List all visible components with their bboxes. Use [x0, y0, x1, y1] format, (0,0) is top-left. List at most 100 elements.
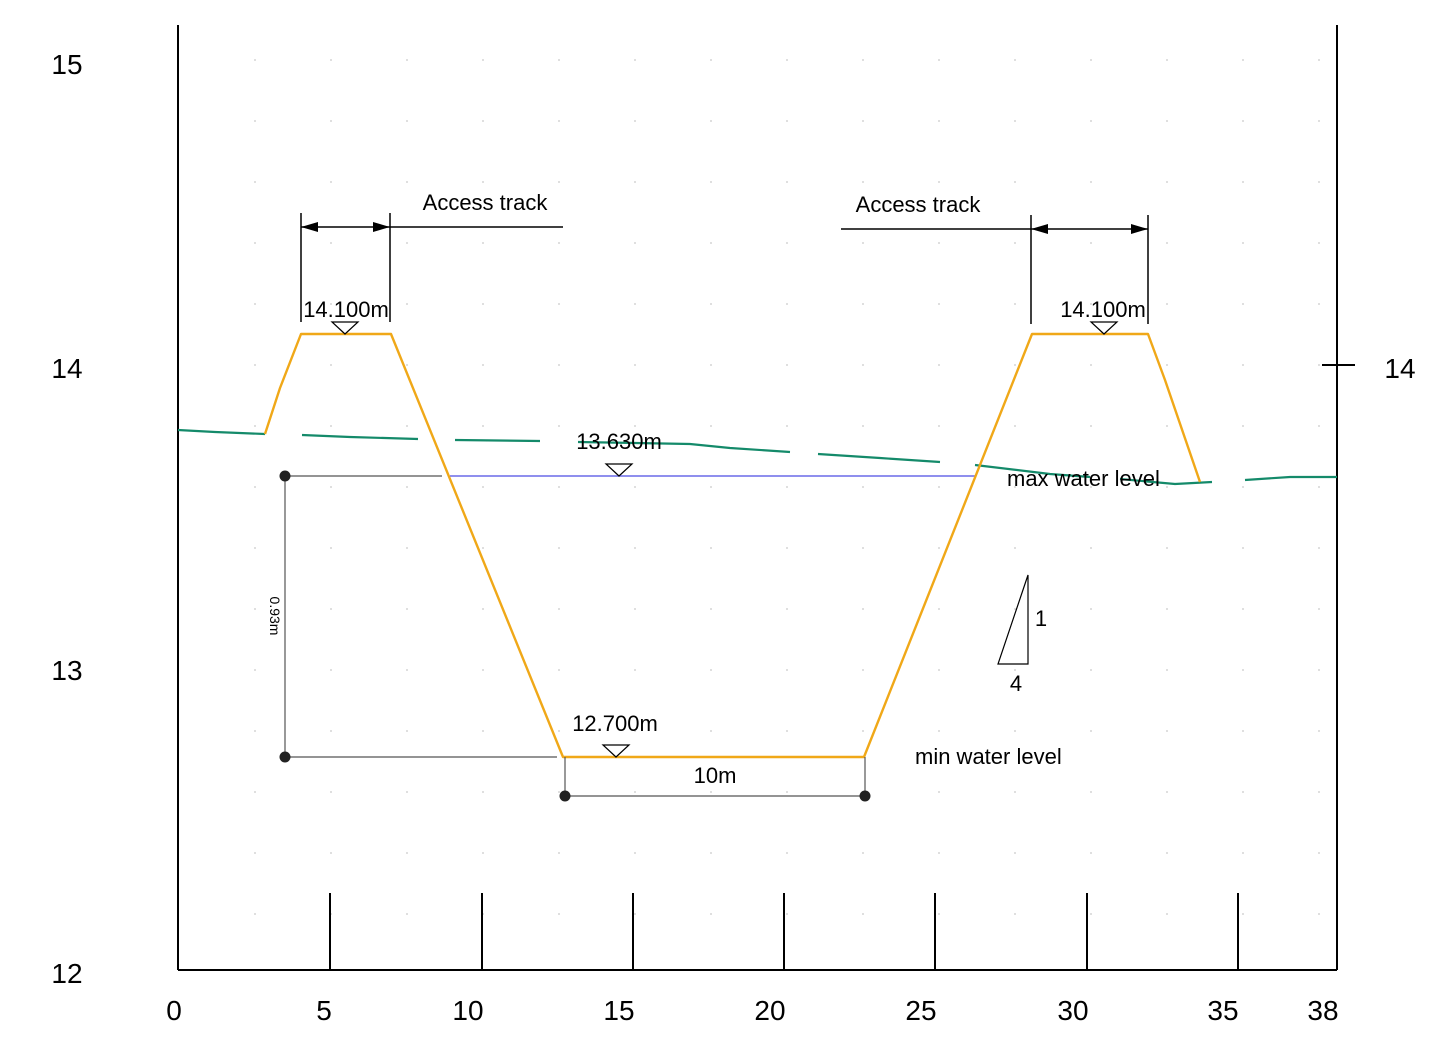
grid-dot — [1242, 181, 1244, 183]
grid-dot — [254, 425, 256, 427]
grid-dot — [1166, 791, 1168, 793]
grid-dot — [1166, 608, 1168, 610]
grid-dot — [330, 59, 332, 61]
grid-dot — [1014, 425, 1016, 427]
grid-dot — [406, 669, 408, 671]
grid-dot — [710, 303, 712, 305]
grid-dot — [1242, 120, 1244, 122]
grid-dot — [482, 486, 484, 488]
grid-dot — [1014, 59, 1016, 61]
level-marker-crest-left — [330, 321, 360, 335]
grid-dot — [1014, 791, 1016, 793]
access-track-left-label: Access track — [423, 190, 549, 215]
grid-dot — [862, 486, 864, 488]
grid-dot — [1090, 242, 1092, 244]
grid-dot — [254, 608, 256, 610]
depth-dimension-node — [279, 470, 291, 482]
grid-dot — [254, 913, 256, 915]
grid-dot — [634, 791, 636, 793]
grid-dot — [786, 791, 788, 793]
grid-dot — [862, 913, 864, 915]
grid-dot — [558, 242, 560, 244]
grid-dot — [254, 242, 256, 244]
grid-dot — [254, 547, 256, 549]
grid-dot — [710, 120, 712, 122]
depth-dimension-node — [279, 751, 291, 763]
grid-dot — [1166, 364, 1168, 366]
grid-dot — [482, 608, 484, 610]
grid-dot — [1090, 852, 1092, 854]
grid-dot — [786, 181, 788, 183]
grid-dot — [710, 669, 712, 671]
grid-dot — [938, 120, 940, 122]
x-tick-label: 20 — [754, 995, 785, 1026]
grid-dot — [634, 486, 636, 488]
x-tick-label: 38 — [1307, 995, 1338, 1026]
grid-dot — [1014, 913, 1016, 915]
grid-dot — [330, 547, 332, 549]
grid-dot — [710, 364, 712, 366]
grid-dot — [862, 242, 864, 244]
level-marker-min — [601, 744, 631, 758]
grid-dot — [862, 364, 864, 366]
grid-dot — [862, 608, 864, 610]
grid-dot — [786, 547, 788, 549]
y-tick-label: 12 — [51, 958, 82, 989]
x-tick-label: 5 — [316, 995, 332, 1026]
grid-dot — [330, 669, 332, 671]
grid-dot — [406, 486, 408, 488]
width-dimension-node — [859, 790, 871, 802]
grid-dot — [254, 59, 256, 61]
grid-dot — [1090, 181, 1092, 183]
grid-dot — [710, 547, 712, 549]
depth-label: 0.93m — [267, 597, 283, 636]
grid-dot — [1090, 59, 1092, 61]
grid-dot — [406, 547, 408, 549]
grid-dot — [406, 730, 408, 732]
grid-dot — [1090, 303, 1092, 305]
grid-dot — [1014, 852, 1016, 854]
grid-dot — [938, 181, 940, 183]
grid-dot — [406, 852, 408, 854]
grid-dot — [1166, 425, 1168, 427]
grid-dot — [862, 303, 864, 305]
grid-dot — [482, 791, 484, 793]
grid-dot — [482, 730, 484, 732]
grid-dot — [1090, 791, 1092, 793]
grid-dot — [938, 303, 940, 305]
grid-dot — [862, 547, 864, 549]
grid-dot — [1166, 242, 1168, 244]
grid-dot — [1090, 608, 1092, 610]
grid-dot — [710, 242, 712, 244]
grid-dot — [938, 242, 940, 244]
grid-dot — [938, 913, 940, 915]
grid-dot — [938, 669, 940, 671]
grid-dot — [482, 852, 484, 854]
grid-dot — [1318, 425, 1320, 427]
grid-dot — [330, 364, 332, 366]
grid-dot — [1242, 242, 1244, 244]
grid-dot — [1242, 913, 1244, 915]
grid-dot — [1242, 486, 1244, 488]
grid-dot — [1242, 791, 1244, 793]
grid-dot — [1318, 852, 1320, 854]
grid-dot — [254, 486, 256, 488]
grid-dot — [254, 364, 256, 366]
grid-dot — [786, 120, 788, 122]
grid-dot — [330, 486, 332, 488]
grid-dot — [634, 303, 636, 305]
grid-dot — [862, 852, 864, 854]
grid-dot — [634, 547, 636, 549]
grid-dot — [330, 120, 332, 122]
slope-rise-label: 1 — [1035, 606, 1047, 631]
grid-dot — [1318, 303, 1320, 305]
grid-dot — [710, 425, 712, 427]
y-tick-label: 15 — [51, 49, 82, 80]
grid-dot — [786, 486, 788, 488]
grid-dot — [1014, 364, 1016, 366]
grid-dot — [938, 852, 940, 854]
grid-dot — [938, 791, 940, 793]
grid-dot — [558, 852, 560, 854]
grid-dot — [710, 913, 712, 915]
grid-dot — [1318, 181, 1320, 183]
